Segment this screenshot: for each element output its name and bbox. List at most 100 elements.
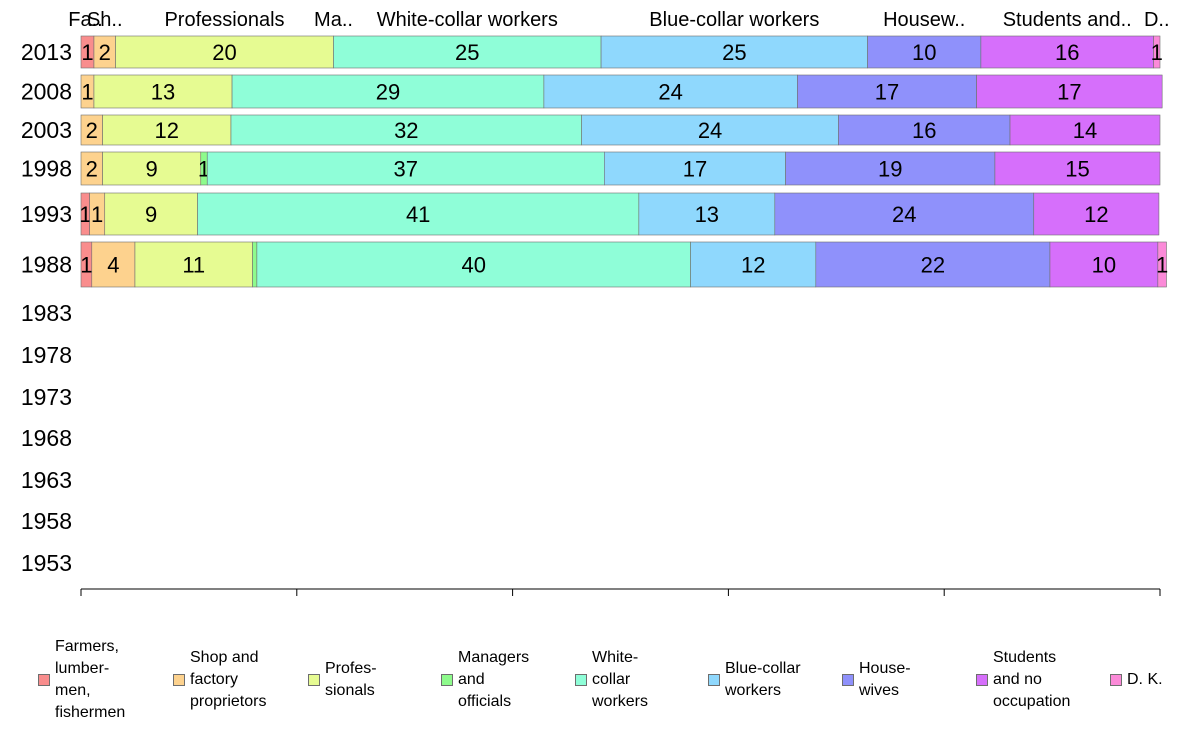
column-header: Blue-collar workers xyxy=(649,9,819,31)
data-label: 1 xyxy=(91,202,103,227)
bar-segment xyxy=(1033,192,1160,236)
y-tick-label: 1988 xyxy=(21,252,72,278)
bar-segment xyxy=(604,151,786,186)
bar-segment xyxy=(231,74,545,109)
legend-label: Managers and officials xyxy=(458,649,530,710)
bar-segment xyxy=(867,35,982,69)
bar-segment xyxy=(815,241,1051,288)
y-tick-label: 1998 xyxy=(21,156,72,182)
data-label: 11 xyxy=(182,253,205,278)
legend-swatch xyxy=(173,674,185,686)
column-header: Sh.. xyxy=(87,9,123,31)
bar-segment xyxy=(197,192,640,236)
data-label: 24 xyxy=(658,80,682,105)
data-label: 17 xyxy=(875,80,899,105)
data-label: 2 xyxy=(86,118,98,143)
bar-segment xyxy=(994,151,1161,186)
data-label: 29 xyxy=(376,80,400,105)
bar-segment xyxy=(256,241,691,288)
bar-segment xyxy=(581,114,839,146)
bar-segment xyxy=(104,192,198,236)
bar-segment xyxy=(91,241,136,288)
data-label: 1 xyxy=(1151,40,1163,65)
legend-label: Farmers, lumber- men, fishermen xyxy=(55,638,126,721)
column-header: Fa.. xyxy=(68,9,102,31)
data-label: 40 xyxy=(462,253,486,278)
legend-swatch xyxy=(441,674,453,686)
legend-label: Profes- sionals xyxy=(325,660,377,699)
legend-swatch xyxy=(575,674,587,686)
bar-segment xyxy=(638,192,776,236)
y-tick-label: 2008 xyxy=(21,79,72,105)
legend-swatch xyxy=(308,674,320,686)
stacked-bar-chart: Fa..Sh.. Professionals Ma.. White-collar wo… xyxy=(21,9,1170,596)
data-label: 14 xyxy=(1073,118,1097,143)
y-tick-label: 1993 xyxy=(21,201,72,227)
data-label: 20 xyxy=(212,40,236,65)
data-label: 37 xyxy=(394,157,418,182)
column-header: Students and.. xyxy=(1003,9,1132,31)
column-header: Ma.. xyxy=(314,9,353,31)
data-label: 13 xyxy=(695,202,719,227)
bar-segment xyxy=(1009,114,1161,146)
bar-segment xyxy=(980,35,1154,69)
column-header: D.. xyxy=(1144,9,1170,31)
bar-segment xyxy=(230,114,582,146)
bar-segment xyxy=(102,114,232,146)
data-label: 16 xyxy=(1055,40,1079,65)
chart-legend: Farmers, lumber- men, fishermen Shop and … xyxy=(38,638,1188,726)
y-tick-label: 2003 xyxy=(21,117,72,143)
y-tick-label: 1963 xyxy=(21,467,72,493)
y-tick-label: 1983 xyxy=(21,300,72,326)
bar-segment xyxy=(134,241,253,288)
bar-segment xyxy=(1157,241,1167,288)
data-label: 9 xyxy=(145,202,157,227)
data-label: 12 xyxy=(155,118,179,143)
data-label: 1 xyxy=(80,253,92,278)
y-tick-label: 1968 xyxy=(21,425,72,451)
data-label: 24 xyxy=(698,118,722,143)
data-label: 2 xyxy=(99,40,111,65)
bar-segment xyxy=(333,35,602,69)
bar-segment xyxy=(206,151,605,186)
data-label: 41 xyxy=(406,202,430,227)
data-label: 24 xyxy=(892,202,916,227)
bar-segment xyxy=(1153,35,1161,69)
data-label: 32 xyxy=(394,118,418,143)
bar-segment xyxy=(600,35,868,69)
y-tick-label: 1953 xyxy=(21,550,72,576)
data-label: 10 xyxy=(912,40,936,65)
data-label: 10 xyxy=(1092,253,1116,278)
legend-swatch xyxy=(1110,674,1122,686)
data-label: 22 xyxy=(921,253,945,278)
bar-segment xyxy=(252,241,258,288)
bar-segment xyxy=(838,114,1011,146)
legend-label: Students and no occupation xyxy=(993,649,1071,710)
bar-segment xyxy=(543,74,798,109)
data-label: 16 xyxy=(912,118,936,143)
y-tick-label: 2013 xyxy=(21,39,72,65)
y-tick-label: 1958 xyxy=(21,508,72,534)
bar-segment xyxy=(976,74,1163,109)
data-label: 12 xyxy=(741,253,765,278)
bar-segment xyxy=(690,241,817,288)
data-label: 2 xyxy=(86,157,98,182)
bar-segment xyxy=(93,74,233,109)
legend-label: House- wives xyxy=(859,660,911,699)
data-label: 1 xyxy=(79,202,91,227)
data-label: 12 xyxy=(1084,202,1108,227)
data-label: 25 xyxy=(455,40,479,65)
bar-segment xyxy=(774,192,1035,236)
data-label: 25 xyxy=(722,40,746,65)
data-label: 1 xyxy=(81,40,93,65)
legend-label: Blue-collar workers xyxy=(725,660,801,699)
data-label: 1 xyxy=(1156,253,1168,278)
legend-label: White- collar workers xyxy=(592,649,649,710)
column-header: Housew.. xyxy=(883,9,965,31)
legend-swatch xyxy=(976,674,988,686)
legend-label: Shop and factory proprietors xyxy=(190,649,267,710)
legend-label: D. K. xyxy=(1127,671,1163,688)
data-label: 1 xyxy=(81,80,93,105)
data-label: 15 xyxy=(1065,157,1089,182)
y-tick-label: 1973 xyxy=(21,384,72,410)
